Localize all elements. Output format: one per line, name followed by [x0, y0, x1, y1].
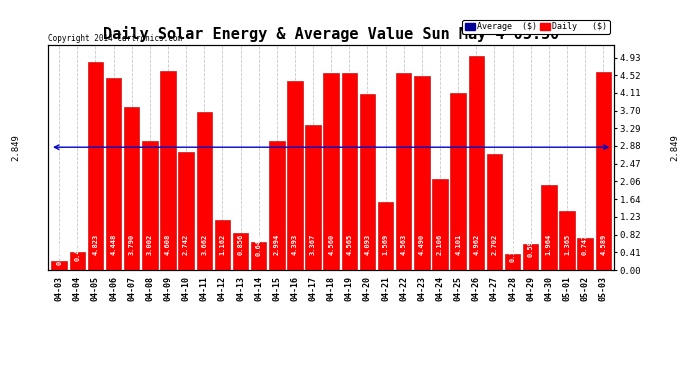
Text: 3.367: 3.367	[310, 234, 316, 255]
Bar	[523, 244, 538, 270]
Text: 3.790: 3.790	[129, 234, 135, 255]
Text: 1.162: 1.162	[219, 234, 226, 255]
Bar	[541, 185, 557, 270]
Text: 4.565: 4.565	[346, 234, 353, 255]
Text: 1.964: 1.964	[546, 234, 552, 255]
Text: 4.448: 4.448	[110, 234, 117, 255]
Text: 0.856: 0.856	[237, 234, 244, 255]
Bar	[287, 81, 303, 270]
Text: 3.002: 3.002	[147, 234, 153, 255]
Bar	[486, 153, 502, 270]
Bar	[559, 211, 575, 270]
Text: 4.490: 4.490	[419, 234, 425, 255]
Bar	[469, 56, 484, 270]
Bar	[414, 76, 430, 270]
Bar	[160, 71, 176, 270]
Bar	[433, 179, 448, 270]
Text: 4.560: 4.560	[328, 234, 334, 255]
Text: 3.662: 3.662	[201, 234, 207, 255]
Text: 4.093: 4.093	[364, 234, 371, 255]
Text: 4.101: 4.101	[455, 234, 461, 255]
Text: 2.994: 2.994	[274, 234, 280, 255]
Text: 0.594: 0.594	[528, 236, 533, 257]
Text: 2.849: 2.849	[671, 134, 680, 160]
Bar	[70, 252, 85, 270]
Bar	[142, 141, 157, 270]
Bar	[378, 202, 393, 270]
Bar	[342, 73, 357, 270]
Text: 2.742: 2.742	[183, 234, 189, 255]
Bar	[359, 94, 375, 270]
Bar	[251, 242, 266, 270]
Bar	[306, 125, 321, 270]
Bar	[124, 106, 139, 270]
Text: 4.589: 4.589	[600, 234, 607, 255]
Text: 0.747: 0.747	[582, 234, 588, 255]
Bar	[578, 238, 593, 270]
Text: 0.425: 0.425	[75, 240, 80, 261]
Title: Daily Solar Energy & Average Value Sun May 4 05:50: Daily Solar Energy & Average Value Sun M…	[103, 27, 560, 42]
Text: 4.823: 4.823	[92, 234, 99, 255]
Text: 0.648: 0.648	[256, 235, 262, 256]
Text: 1.569: 1.569	[382, 234, 388, 255]
Bar	[269, 141, 284, 270]
Legend: Average  ($), Daily   ($): Average ($), Daily ($)	[462, 20, 610, 34]
Bar	[88, 62, 103, 270]
Bar	[396, 74, 411, 270]
Bar	[215, 220, 230, 270]
Text: 4.563: 4.563	[401, 234, 406, 255]
Bar	[233, 233, 248, 270]
Text: Copyright 2014 Cartronics.com: Copyright 2014 Cartronics.com	[48, 34, 182, 43]
Text: 0.375: 0.375	[509, 241, 515, 262]
Text: 4.608: 4.608	[165, 234, 171, 255]
Bar	[197, 112, 212, 270]
Bar	[595, 72, 611, 270]
Bar	[451, 93, 466, 270]
Bar	[106, 78, 121, 270]
Bar	[324, 74, 339, 270]
Text: 2.702: 2.702	[491, 234, 497, 255]
Text: 2.106: 2.106	[437, 234, 443, 255]
Text: 2.849: 2.849	[11, 134, 20, 160]
Text: 4.962: 4.962	[473, 234, 480, 255]
Text: 0.209: 0.209	[56, 244, 62, 266]
Text: 1.365: 1.365	[564, 234, 570, 255]
Text: 4.393: 4.393	[292, 234, 298, 255]
Bar	[52, 261, 67, 270]
Bar	[505, 254, 520, 270]
Bar	[179, 152, 194, 270]
